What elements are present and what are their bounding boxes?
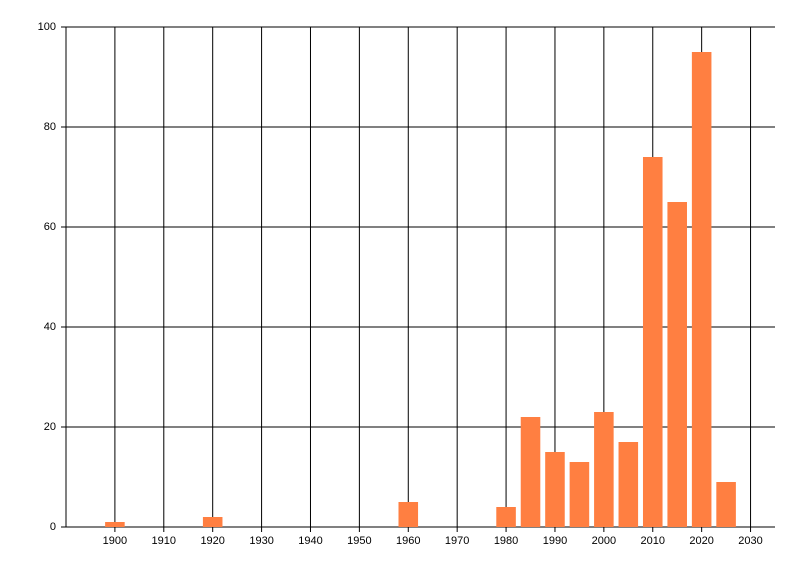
x-tick-label: 1910 (152, 535, 176, 547)
x-tick-label: 2030 (738, 535, 762, 547)
x-tick-label: 1960 (396, 535, 420, 547)
bar (716, 482, 736, 527)
y-tick-label: 20 (44, 421, 56, 433)
bar (202, 517, 223, 527)
bar (569, 462, 590, 527)
bar (642, 157, 663, 527)
bar (520, 417, 541, 527)
y-tick-label: 60 (44, 221, 56, 233)
x-tick-label: 1900 (103, 535, 127, 547)
x-tick-label: 1980 (494, 535, 518, 547)
x-tick-label: 2020 (689, 535, 713, 547)
y-tick-label: 0 (50, 521, 56, 533)
x-tick-label: 1940 (298, 535, 322, 547)
bar (667, 202, 687, 527)
bar (594, 412, 614, 527)
y-tick-label: 40 (44, 321, 56, 333)
x-tick-label: 1930 (249, 535, 273, 547)
bar (398, 502, 419, 527)
x-tick-label: 1920 (200, 535, 224, 547)
bar (545, 452, 565, 527)
bar (618, 442, 639, 527)
x-tick-label: 1950 (347, 535, 371, 547)
x-tick-label: 1970 (445, 535, 469, 547)
x-tick-label: 2010 (641, 535, 665, 547)
bar (691, 52, 712, 527)
bar (105, 522, 125, 527)
x-tick-label: 1990 (543, 535, 567, 547)
y-tick-label: 100 (38, 21, 56, 33)
bar (496, 507, 516, 527)
y-tick-label: 80 (44, 121, 56, 133)
x-tick-label: 2000 (592, 535, 616, 547)
